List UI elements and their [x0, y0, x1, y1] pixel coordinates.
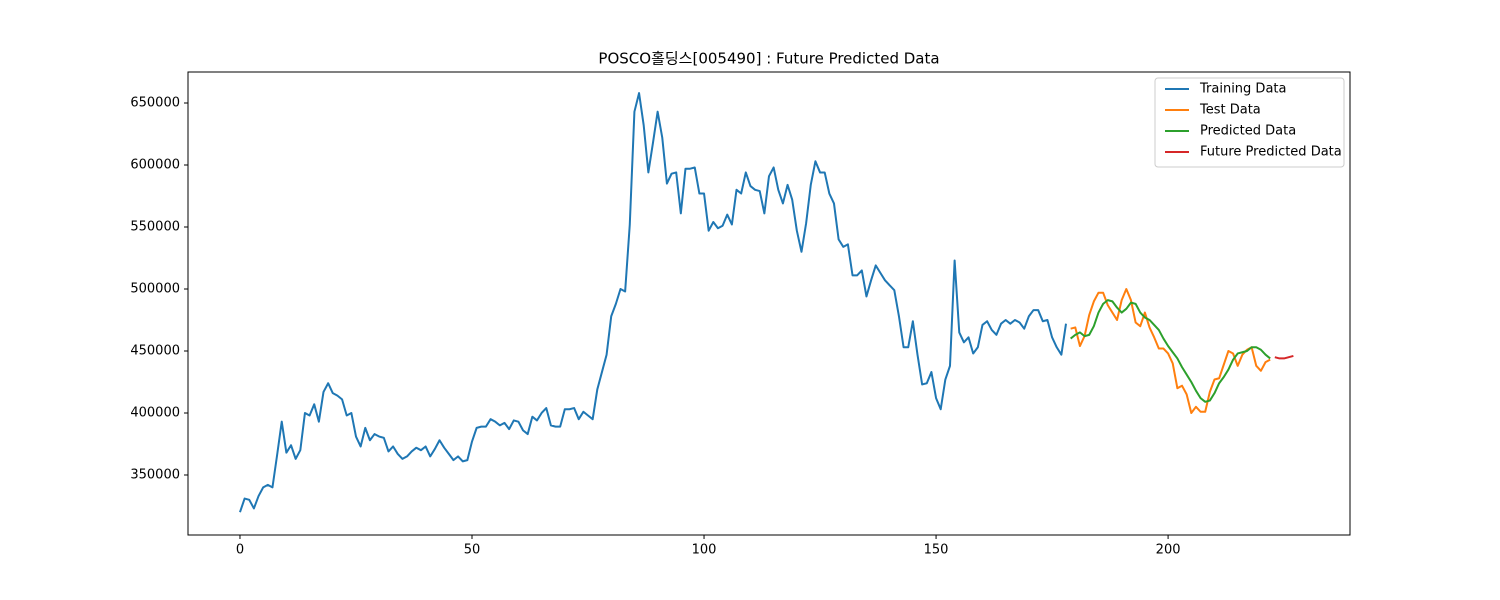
series-line	[1070, 299, 1271, 403]
chart-title: POSCO홀딩스[005490] : Future Predicted Data	[598, 50, 939, 68]
y-tick-label: 650000	[130, 95, 180, 110]
x-tick-label: 50	[464, 543, 481, 558]
y-tick-label: 450000	[130, 343, 180, 358]
series-line	[1070, 287, 1271, 414]
x-tick-label: 100	[692, 543, 717, 558]
plot-area	[239, 92, 1294, 513]
legend-label: Test Data	[1199, 103, 1261, 118]
x-tick-label: 0	[236, 543, 244, 558]
y-tick-label: 500000	[130, 281, 180, 296]
y-tick-label: 400000	[130, 405, 180, 420]
legend-box	[1154, 77, 1345, 168]
legend: Training Data Test Data Predicted Data Futu…	[1154, 77, 1345, 168]
y-tick-label: 600000	[130, 157, 180, 172]
series-line	[239, 92, 1067, 513]
legend-label: Training Data	[1199, 82, 1286, 97]
y-tick-label: 550000	[130, 219, 180, 234]
axes-frame	[187, 71, 1351, 536]
x-tick-label: 200	[1156, 543, 1181, 558]
x-tick-label: 150	[924, 543, 949, 558]
legend-label: Future Predicted Data	[1200, 145, 1342, 160]
y-tick-label: 350000	[130, 467, 180, 482]
legend-label: Predicted Data	[1200, 124, 1296, 139]
series-line	[1274, 354, 1294, 360]
